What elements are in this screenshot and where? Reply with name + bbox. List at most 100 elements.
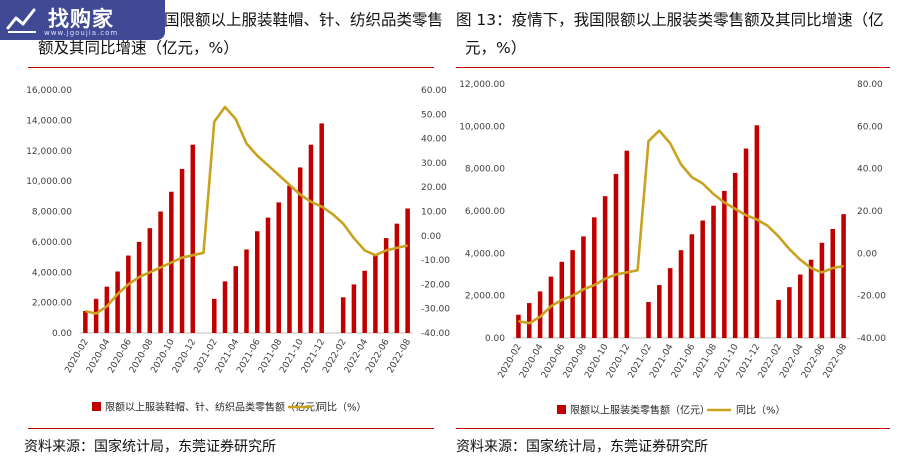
right-bar <box>570 250 575 338</box>
right-y-left-tick-label: 12,000.00 <box>459 80 505 90</box>
left-bar <box>308 144 314 333</box>
right-bar <box>526 303 532 338</box>
left-bar <box>383 238 389 333</box>
right-yoy-line <box>518 129 844 325</box>
left-y-left-tick-label: 16,000.00 <box>26 86 72 96</box>
right-bar <box>754 125 760 339</box>
left-bar <box>265 217 271 333</box>
right-y-right-tick-label: 40.00 <box>857 165 883 175</box>
right-chart-title: 图 13：疫情下，我国限额以上服装类零售额及其同比增速（亿 <box>456 8 884 32</box>
chart-logo-icon <box>6 8 36 33</box>
left-y-left-tick-label: 0.00 <box>52 329 72 339</box>
right-bottom-rule <box>456 428 890 429</box>
right-legend-bar-swatch <box>557 405 566 414</box>
left-top-rule <box>28 67 434 68</box>
right-top-rule <box>456 67 890 68</box>
right-bar <box>819 242 825 338</box>
left-bar <box>136 241 142 333</box>
left-bar <box>233 266 239 333</box>
left-chart-title-line2: 额及其同比增速（亿元，%） <box>38 36 239 60</box>
right-y-right-tick-label: -20.00 <box>857 292 886 302</box>
right-bar <box>537 291 543 338</box>
left-bar <box>254 231 260 333</box>
left-bottom-rule <box>28 428 434 429</box>
left-y-right-tick-label: -10.00 <box>421 256 450 266</box>
right-source-note: 资料来源：国家统计局，东莞证券研究所 <box>456 439 708 455</box>
right-bar <box>700 220 705 338</box>
left-yoy-line <box>85 105 408 315</box>
right-title-line2: 元，%） <box>465 39 527 57</box>
left-y-left-tick-label: 2,000.00 <box>32 299 72 309</box>
left-legend-line-label: 同比（%） <box>317 402 367 414</box>
right-bar <box>776 299 781 338</box>
right-bar <box>808 259 814 338</box>
right-bar <box>602 196 608 338</box>
site-watermark: 找购家 www.jgoujia.com <box>0 0 165 40</box>
left-y-left-tick-label: 4,000.00 <box>32 268 72 278</box>
left-title-line1: 国限额以上服装鞋帽、针、纺织品类零售 <box>164 11 444 29</box>
right-bar <box>689 234 695 338</box>
right-bar <box>743 148 749 338</box>
left-bar <box>394 223 400 333</box>
left-bar <box>222 281 228 333</box>
right-bar <box>797 274 803 338</box>
left-bar <box>287 185 292 333</box>
right-y-left-tick-label: 0.00 <box>485 334 505 344</box>
left-bar <box>212 298 217 333</box>
left-y-left-tick-label: 6,000.00 <box>32 238 72 248</box>
left-bar <box>179 168 185 333</box>
right-bar <box>516 314 521 338</box>
right-bar <box>830 228 836 338</box>
left-bar <box>405 208 410 333</box>
right-bar <box>657 285 662 338</box>
right-bar <box>592 217 597 338</box>
left-bar <box>190 144 196 333</box>
right-bar <box>613 173 619 338</box>
left-bar <box>93 298 99 333</box>
left-y-right-tick-label: -30.00 <box>421 305 450 315</box>
left-bar <box>83 310 88 333</box>
right-y-left-tick-label: 8,000.00 <box>465 165 505 175</box>
left-bar <box>126 255 131 333</box>
right-y-right-tick-label: -40.00 <box>857 334 886 344</box>
right-title-line1: 图 13：疫情下，我国限额以上服装类零售额及其同比增速（亿 <box>456 11 884 29</box>
left-bar <box>115 271 120 333</box>
right-bar <box>787 287 792 338</box>
left-y-right-tick-label: -20.00 <box>421 280 450 290</box>
left-bar <box>351 284 357 333</box>
right-y-right-tick-label: 0.00 <box>857 249 877 259</box>
left-bar <box>340 297 346 333</box>
left-y-left-tick-label: 12,000.00 <box>26 147 72 157</box>
left-y-right-tick-label: -40.00 <box>421 329 450 339</box>
left-title-line2: 额及其同比增速（亿元，%） <box>38 39 239 57</box>
right-bar <box>581 236 586 338</box>
right-y-left-tick-label: 10,000.00 <box>459 122 505 132</box>
left-bar <box>147 228 153 333</box>
left-bar <box>158 211 163 333</box>
left-bar <box>362 270 367 333</box>
left-y-left-tick-label: 14,000.00 <box>26 116 72 126</box>
left-y-right-tick-label: 50.00 <box>421 110 447 120</box>
left-y-right-tick-label: 60.00 <box>421 86 447 96</box>
right-y-right-tick-label: 20.00 <box>857 207 883 217</box>
left-y-right-tick-label: 30.00 <box>421 159 447 169</box>
left-source-note: 资料来源：国家统计局，东莞证券研究所 <box>24 439 276 455</box>
right-bar <box>678 250 684 338</box>
left-y-left-tick-label: 8,000.00 <box>32 208 72 218</box>
right-legend-bar-label: 限额以上服装类零售额（亿元） <box>570 404 710 417</box>
left-bar <box>373 254 378 333</box>
right-legend-line-label: 同比（%） <box>736 405 786 417</box>
right-chart-title-line2: 元，%） <box>465 36 526 60</box>
right-bar <box>646 302 651 338</box>
left-bar <box>319 123 324 333</box>
left-legend-bar-label: 限额以上服装鞋帽、针、纺织品类零售额（亿元） <box>105 401 325 414</box>
right-bar <box>722 190 727 338</box>
right-y-right-tick-label: 80.00 <box>857 80 883 90</box>
right-y-left-tick-label: 4,000.00 <box>465 249 505 259</box>
right-bar <box>624 150 630 338</box>
left-y-right-tick-label: 40.00 <box>421 135 447 145</box>
left-bar <box>297 167 303 333</box>
right-bar <box>711 205 716 338</box>
